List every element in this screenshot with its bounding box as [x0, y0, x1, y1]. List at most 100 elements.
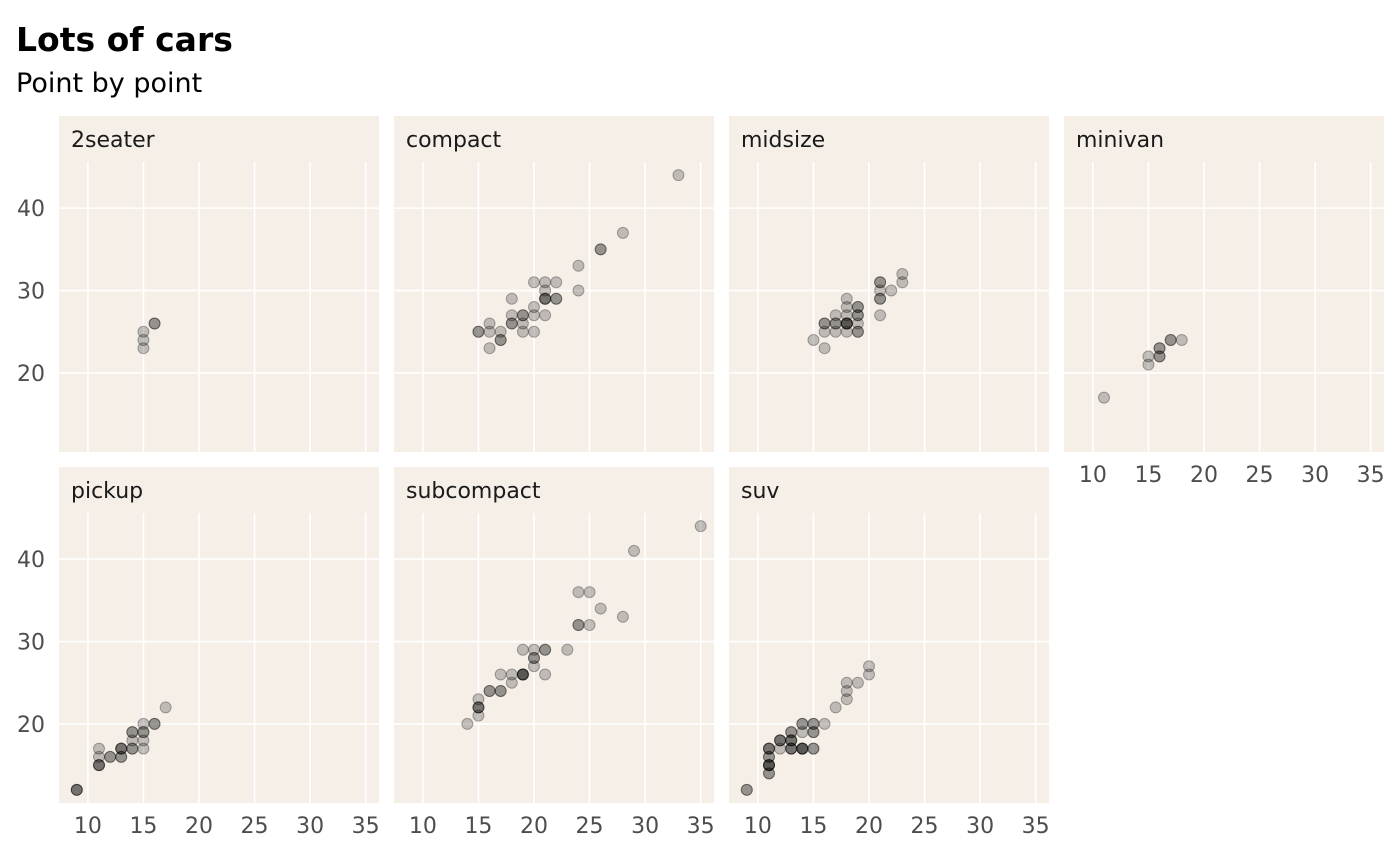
- data-point: [483, 317, 496, 330]
- data-point: [763, 767, 775, 780]
- data-point: [472, 693, 485, 706]
- data-point: [763, 742, 775, 755]
- data-point: [785, 742, 798, 755]
- data-point: [516, 309, 529, 322]
- data-point: [472, 325, 485, 338]
- data-point: [840, 317, 853, 330]
- data-point: [807, 726, 820, 739]
- data-point: [807, 333, 820, 346]
- data-point: [148, 717, 161, 730]
- data-point: [796, 742, 809, 755]
- data-point: [137, 342, 150, 355]
- data-point: [774, 742, 787, 755]
- data-point: [785, 742, 798, 755]
- data-point: [505, 676, 518, 689]
- x-tick-label: 30: [631, 814, 659, 839]
- data-point: [572, 259, 585, 272]
- data-point: [785, 734, 798, 747]
- data-point: [829, 309, 842, 322]
- data-point: [840, 693, 853, 706]
- data-point: [115, 742, 128, 755]
- data-point: [616, 226, 629, 239]
- facet-panel: midsize: [729, 116, 1049, 452]
- data-point: [93, 759, 105, 772]
- data-point: [807, 742, 820, 755]
- data-point: [840, 292, 853, 305]
- data-point: [126, 742, 139, 755]
- data-point: [851, 309, 864, 322]
- data-point: [874, 284, 887, 297]
- chart-subtitle: Point by point: [16, 68, 203, 99]
- data-point: [137, 717, 150, 730]
- data-point: [796, 742, 809, 755]
- data-point: [148, 717, 161, 730]
- facet-strip-label: compact: [406, 128, 502, 153]
- data-point: [874, 292, 887, 305]
- data-point: [763, 742, 775, 755]
- x-tick-label: 10: [74, 814, 102, 839]
- data-point: [1153, 350, 1166, 363]
- data-point: [763, 767, 775, 780]
- data-point: [516, 668, 529, 681]
- data-point: [126, 734, 139, 747]
- data-point: [851, 325, 864, 338]
- data-point: [763, 759, 775, 772]
- data-point: [516, 317, 529, 330]
- data-point: [137, 726, 150, 739]
- data-point: [807, 717, 820, 730]
- data-point: [93, 742, 105, 755]
- y-tick-label: 30: [17, 631, 45, 656]
- data-point: [763, 750, 775, 763]
- data-point: [550, 292, 563, 305]
- data-point: [528, 309, 540, 322]
- data-point: [70, 783, 83, 796]
- data-point: [528, 643, 540, 656]
- data-point: [93, 759, 105, 772]
- x-tick-label: 30: [296, 814, 324, 839]
- data-point: [494, 668, 507, 681]
- data-point: [126, 726, 139, 739]
- data-point: [763, 759, 775, 772]
- data-point: [516, 643, 529, 656]
- facet-panel: pickup 20 30 40 10 15 20 25 30 35: [17, 467, 380, 839]
- x-tick-label: 20: [1190, 463, 1218, 488]
- data-point: [494, 684, 507, 697]
- data-point: [539, 292, 552, 305]
- data-point: [483, 342, 496, 355]
- data-point: [672, 169, 685, 182]
- data-point: [796, 717, 809, 730]
- data-point: [829, 317, 842, 330]
- data-point: [851, 309, 864, 322]
- data-point: [694, 520, 707, 533]
- data-point: [472, 709, 485, 722]
- data-point: [785, 734, 798, 747]
- data-point: [528, 325, 540, 338]
- x-tick-label: 20: [185, 814, 213, 839]
- data-point: [796, 742, 809, 755]
- data-point: [740, 783, 753, 796]
- panel-background: [59, 467, 379, 803]
- data-point: [829, 325, 842, 338]
- data-point: [104, 750, 117, 763]
- data-point: [539, 276, 552, 289]
- x-tick-label: 30: [966, 814, 994, 839]
- data-point: [851, 325, 864, 338]
- data-point: [461, 717, 474, 730]
- data-point: [550, 276, 563, 289]
- data-point: [583, 586, 596, 599]
- data-point: [159, 701, 172, 714]
- panel-background: [394, 467, 714, 803]
- data-point: [840, 684, 853, 697]
- data-point: [896, 276, 909, 289]
- data-point: [829, 701, 842, 714]
- data-point: [472, 701, 485, 714]
- data-point: [494, 333, 507, 346]
- data-point: [505, 309, 518, 322]
- data-point: [148, 317, 161, 330]
- data-point: [785, 734, 798, 747]
- facet-panel: minivan 10 15 20 25 30 35: [1064, 116, 1385, 488]
- panel-background: [729, 116, 1049, 452]
- y-tick-label: 40: [17, 548, 45, 573]
- panel-background: [394, 116, 714, 452]
